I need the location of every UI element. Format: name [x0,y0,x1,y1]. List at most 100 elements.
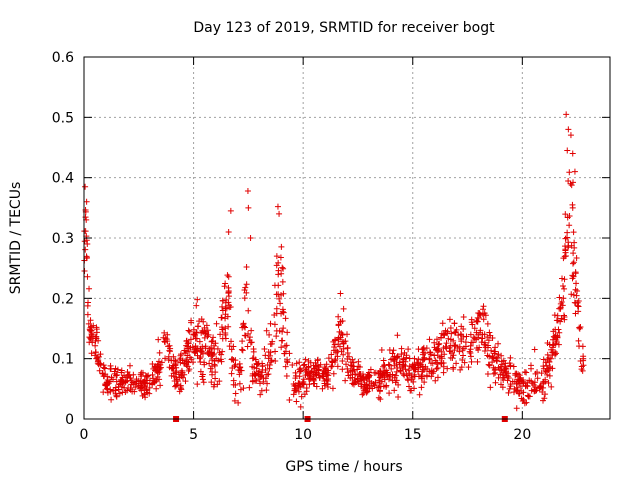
data-point [394,353,401,360]
data-point [247,235,254,241]
data-point [381,367,388,374]
data-point [217,356,224,363]
data-point [323,361,330,368]
data-point [271,282,278,289]
data-point [185,367,192,374]
data-point [454,345,461,352]
data-point [166,347,173,354]
data-point [465,364,472,371]
data-point [512,372,519,379]
data-point [555,326,562,333]
data-point [481,348,488,355]
data-point [569,275,576,282]
data-point [303,388,310,395]
data-point [355,358,362,365]
data-point [493,357,500,364]
data-point [244,343,251,350]
grid-lines [84,57,610,419]
data-point [564,147,571,154]
data-point [487,384,494,391]
data-point [212,375,219,382]
data-point [444,330,451,337]
data-point [172,360,179,367]
data-point [418,373,425,380]
data-point [225,228,232,235]
data-point [394,353,401,360]
data-point [391,362,398,369]
data-point [491,350,498,357]
data-point [210,334,217,341]
data-point [144,389,151,396]
data-point [460,325,467,332]
data-point [359,391,366,398]
data-point [516,390,523,397]
data-point [127,375,134,382]
data-point [480,316,487,323]
data-point [214,345,221,352]
data-point [196,338,203,345]
data-point [533,387,540,394]
data-point [271,312,278,319]
data-point [419,368,426,375]
data-point [99,370,106,377]
data-point [309,369,316,375]
data-point [264,380,271,387]
data-point [177,385,184,392]
data-point [547,363,554,370]
data-point [254,360,261,367]
data-point [236,380,243,387]
data-point [343,361,350,368]
data-point [251,371,258,378]
data-point [273,327,280,334]
data-point [580,357,587,364]
data-point [248,327,255,334]
data-point [357,370,364,377]
data-point [194,323,201,330]
data-point [423,372,430,379]
data-point [180,360,187,367]
data-point [329,385,336,392]
data-point [184,363,191,370]
data-point [426,336,433,343]
data-point [182,378,189,385]
data-point [250,355,257,362]
data-point [358,381,365,388]
data-point [268,340,275,347]
data-point [552,332,559,339]
data-point [344,369,351,376]
data-point [214,381,221,388]
data-point [392,372,399,379]
data-point [380,357,387,364]
data-point [575,337,582,344]
data-point [476,344,483,351]
data-point [215,357,222,364]
data-point [450,365,457,372]
data-point [126,372,133,379]
data-point [204,327,211,334]
data-point [231,397,238,404]
data-point [553,350,560,357]
data-point [492,369,499,376]
data-point [562,246,569,253]
data-point [340,305,347,312]
data-point [263,387,270,394]
data-point [279,308,286,315]
data-point [559,302,566,309]
data-point [263,327,270,334]
data-point [222,331,229,338]
data-point [187,336,194,343]
data-point [438,360,445,367]
data-point [572,286,579,293]
data-point [185,340,192,347]
data-point [209,352,216,359]
data-point [313,369,320,376]
data-point [328,351,335,358]
data-point [282,363,289,370]
data-point [280,309,287,316]
data-point [344,331,351,338]
data-point [303,368,310,375]
data-point [352,379,359,386]
data-point [277,300,284,307]
data-point [87,336,94,343]
data-point [237,386,244,393]
